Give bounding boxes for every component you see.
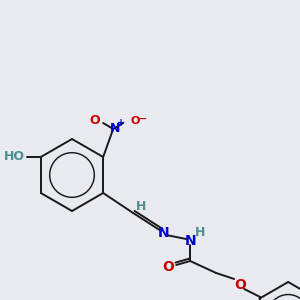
Text: O: O bbox=[130, 116, 140, 126]
Text: O: O bbox=[90, 115, 101, 128]
Text: N: N bbox=[158, 226, 169, 240]
Text: H: H bbox=[195, 226, 206, 239]
Text: N: N bbox=[184, 234, 196, 248]
Text: −: − bbox=[137, 114, 147, 124]
Text: O: O bbox=[234, 278, 246, 292]
Text: +: + bbox=[117, 118, 125, 128]
Text: H: H bbox=[136, 200, 146, 214]
Text: N: N bbox=[110, 122, 120, 136]
Text: O: O bbox=[162, 260, 174, 274]
Text: HO: HO bbox=[4, 151, 25, 164]
